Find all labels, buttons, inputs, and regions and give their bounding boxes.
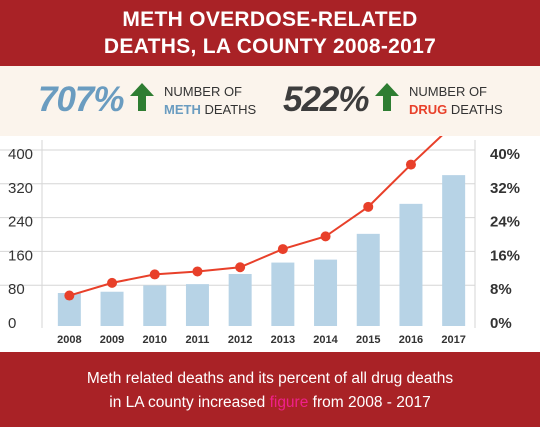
point bbox=[64, 290, 75, 301]
right-axis-tick-label: 32% bbox=[490, 180, 520, 197]
bar bbox=[185, 284, 209, 326]
point bbox=[192, 266, 203, 277]
meth-highlight: METH bbox=[164, 102, 201, 117]
point bbox=[107, 277, 118, 288]
right-axis-tick-label: 8% bbox=[490, 281, 512, 298]
bar bbox=[57, 293, 81, 326]
bar bbox=[228, 273, 252, 326]
bar bbox=[271, 262, 295, 326]
left-axis-tick-label: 160 bbox=[8, 247, 33, 264]
meth-stat-label-line-2: METH DEATHS bbox=[164, 102, 256, 118]
bar bbox=[356, 233, 380, 326]
footer-line-2-prefix: in LA county increased bbox=[109, 394, 270, 411]
bar bbox=[399, 203, 423, 326]
x-axis-tick-label: 2014 bbox=[313, 334, 338, 346]
bar bbox=[314, 259, 338, 326]
x-axis-tick-label: 2008 bbox=[57, 334, 81, 346]
x-axis-tick-label: 2012 bbox=[228, 334, 252, 346]
up-arrow-icon bbox=[375, 83, 399, 111]
x-axis-tick-label: 2013 bbox=[271, 334, 295, 346]
up-arrow-icon bbox=[130, 83, 154, 111]
chart-area: 0 0% 80 8% 160 16% 240 24% 320 32% 400 40% 2008 2009 2… bbox=[0, 136, 540, 352]
bar bbox=[143, 285, 167, 326]
chart-title-line-2: DEATHS, LA COUNTY 2008-2017 bbox=[103, 35, 437, 58]
point bbox=[277, 244, 288, 255]
point bbox=[320, 231, 331, 242]
point bbox=[149, 269, 160, 280]
footer: Meth related deaths and its percent of a… bbox=[0, 352, 540, 427]
left-axis-tick-label: 240 bbox=[8, 214, 33, 231]
x-axis-tick-label: 2011 bbox=[186, 334, 210, 346]
drug-suffix: DEATHS bbox=[447, 102, 503, 117]
chart: 0 0% 80 8% 160 16% 240 24% 320 32% 400 40% 2008 2009 2… bbox=[0, 136, 520, 346]
left-axis-tick-label: 0 bbox=[8, 315, 16, 332]
meth-stat-label-line-1: NUMBER OF bbox=[164, 84, 242, 99]
drug-highlight: DRUG bbox=[409, 102, 448, 117]
x-axis-tick-label: 2016 bbox=[399, 334, 423, 346]
series-line bbox=[69, 136, 443, 297]
footer-line-1: Meth related deaths and its percent of a… bbox=[86, 370, 454, 387]
footer-highlight: figure bbox=[269, 394, 309, 411]
x-axis-tick-label: 2017 bbox=[441, 334, 465, 346]
chart-title-line-1: METH OVERDOSE-RELATED bbox=[122, 8, 418, 31]
right-axis-tick-label: 40% bbox=[490, 146, 520, 163]
left-axis-tick-label: 400 bbox=[8, 146, 33, 163]
drug-stat-label-line-2: DRUG DEATHS bbox=[409, 102, 503, 118]
x-axis-tick-label: 2009 bbox=[100, 334, 124, 346]
meth-deaths-increase-value: 707% bbox=[38, 80, 125, 119]
stats-panel: 707% NUMBER OF METH DEATHS 522% NUMBER O… bbox=[0, 66, 540, 136]
meth-suffix: DEATHS bbox=[200, 102, 257, 117]
x-axis-tick-label: 2015 bbox=[356, 334, 380, 346]
left-axis-tick-label: 80 bbox=[8, 281, 25, 298]
point bbox=[235, 262, 246, 273]
bar bbox=[442, 175, 466, 326]
x-axis-tick-label: 2010 bbox=[143, 334, 167, 346]
left-axis-tick-label: 320 bbox=[8, 180, 33, 197]
drug-stat-label-line-1: NUMBER OF bbox=[409, 84, 487, 99]
point bbox=[405, 159, 416, 170]
right-axis-tick-label: 16% bbox=[490, 247, 520, 264]
footer-line-2: in LA county increased figure from 2008 … bbox=[0, 394, 540, 412]
right-axis-tick-label: 0% bbox=[490, 315, 512, 332]
footer-line-2-suffix: from 2008 - 2017 bbox=[308, 394, 431, 411]
point bbox=[363, 201, 374, 212]
right-axis-tick-label: 24% bbox=[490, 214, 520, 231]
bar bbox=[100, 291, 124, 326]
header: METH OVERDOSE-RELATED DEATHS, LA COUNTY … bbox=[0, 0, 540, 66]
drug-deaths-increase-value: 522% bbox=[283, 80, 370, 119]
